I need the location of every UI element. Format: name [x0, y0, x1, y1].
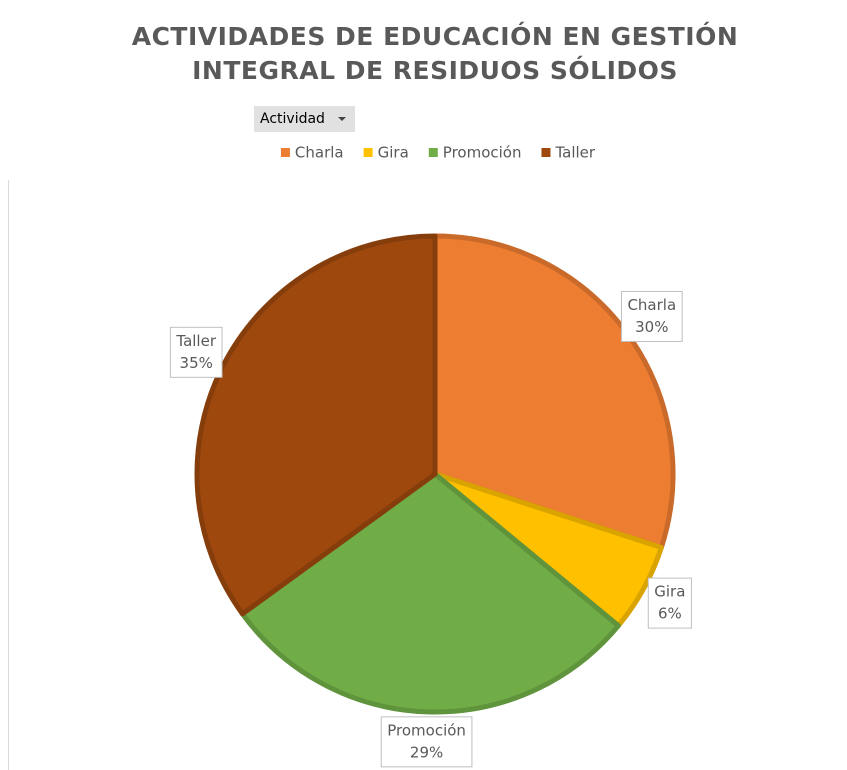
- data-label-box: [647, 577, 692, 629]
- data-label-box: [620, 290, 683, 342]
- legend-label: Taller: [554, 144, 595, 162]
- data-label-category: Taller: [175, 332, 216, 350]
- legend-swatch: [280, 148, 290, 157]
- data-label-box: [169, 326, 223, 378]
- legend-swatch: [363, 148, 373, 157]
- legend-label: Gira: [378, 144, 409, 162]
- data-label-box: [380, 716, 473, 768]
- data-label-value: 35%: [180, 354, 213, 372]
- pie-slice: [239, 471, 621, 715]
- legend-label: Promoción: [443, 144, 522, 162]
- data-label-category: Promoción: [387, 721, 466, 739]
- legend: Charla Gira Promoción Taller: [280, 144, 596, 162]
- data-label: Charla 30%: [620, 290, 683, 342]
- data-label: Taller 35%: [169, 326, 223, 378]
- data-label: Gira 6%: [647, 577, 692, 629]
- chart-title: ACTIVIDADES DE EDUCACIÓN EN GESTIÓN INTE…: [131, 22, 739, 85]
- filter-button[interactable]: Actividad: [254, 106, 355, 132]
- legend-swatch: [428, 148, 438, 157]
- data-label-category: Charla: [627, 296, 676, 314]
- data-label: Promoción 29%: [380, 716, 473, 768]
- data-label-category: Gira: [654, 583, 685, 601]
- legend-label: Charla: [295, 144, 344, 162]
- data-label-value: 29%: [410, 743, 443, 761]
- data-label-value: 6%: [658, 605, 682, 623]
- data-label-value: 30%: [635, 318, 668, 336]
- legend-swatch: [541, 148, 551, 157]
- pie-slice: [194, 233, 438, 617]
